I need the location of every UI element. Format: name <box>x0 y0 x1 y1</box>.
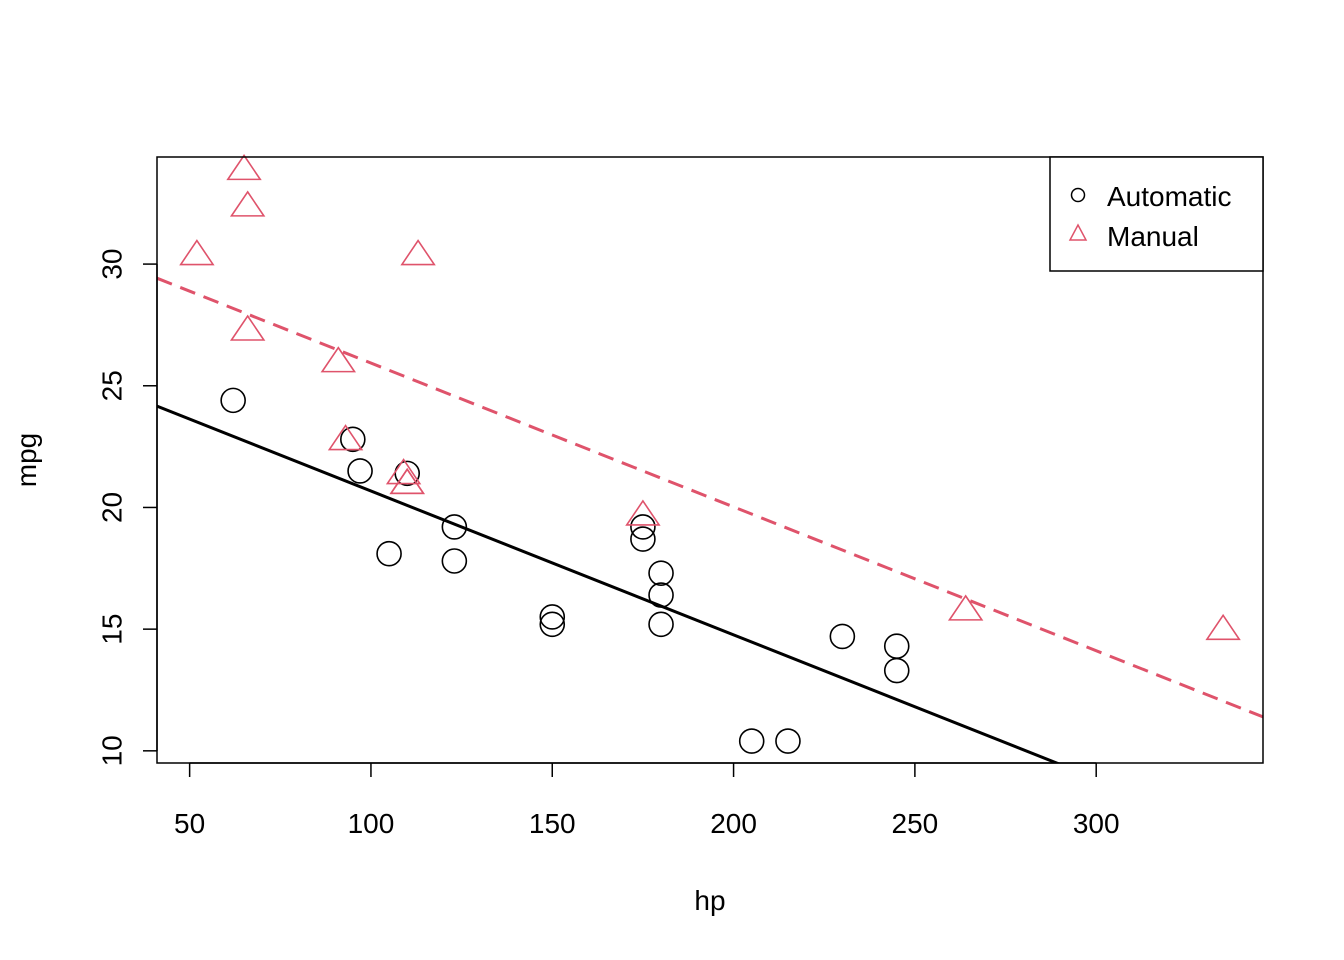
x-tick-label: 50 <box>174 808 205 839</box>
data-point-manual <box>625 499 661 526</box>
y-tick-label: 15 <box>97 614 128 645</box>
data-point-manual <box>385 458 422 485</box>
data-point-manual <box>327 424 364 451</box>
data-point-manual <box>229 190 266 217</box>
data-point-automatic <box>441 514 468 540</box>
data-point-automatic <box>648 611 674 638</box>
data-point-automatic <box>539 604 566 630</box>
x-axis: 50 100 150 200 250 300 <box>174 762 1120 839</box>
y-axis: 10 15 20 25 30 <box>97 249 158 766</box>
data-point-automatic <box>340 426 366 453</box>
legend-manual-marker <box>1068 223 1088 241</box>
legend-box <box>1049 156 1264 272</box>
data-point-automatic <box>630 514 656 540</box>
x-axis-label: hp <box>694 885 725 916</box>
data-point-automatic <box>775 728 801 754</box>
y-tick-label: 25 <box>97 370 128 401</box>
x-tick-label: 300 <box>1073 808 1120 839</box>
legend-automatic-label: Automatic <box>1107 181 1232 212</box>
data-point-manual <box>179 239 215 266</box>
y-tick-label: 30 <box>97 249 128 280</box>
data-point-manual <box>229 314 266 341</box>
data-point-automatic <box>376 540 402 567</box>
plot-layer <box>157 153 1263 763</box>
y-tick-label: 20 <box>97 492 128 523</box>
series-manual <box>179 153 1241 641</box>
series-automatic <box>220 387 910 754</box>
y-tick-label: 10 <box>97 735 128 766</box>
x-tick-label: 250 <box>892 808 939 839</box>
legend-automatic-marker <box>1070 187 1086 203</box>
data-point-manual <box>947 594 984 621</box>
x-tick-label: 100 <box>348 808 395 839</box>
data-point-automatic <box>883 633 910 659</box>
data-point-manual <box>320 346 357 373</box>
data-point-automatic <box>738 728 765 754</box>
data-point-manual <box>226 153 262 181</box>
data-point-automatic <box>347 458 373 484</box>
data-point-automatic <box>441 548 468 574</box>
data-point-manual <box>389 467 425 495</box>
data-point-automatic <box>648 560 674 586</box>
legend: Automatic Manual <box>1049 156 1264 272</box>
x-tick-label: 200 <box>710 808 757 839</box>
fit-line-automatic <box>157 404 1061 763</box>
fit-lines <box>157 276 1263 763</box>
data-point-automatic <box>883 657 910 684</box>
data-point-automatic <box>539 611 566 638</box>
data-point-manual <box>1205 613 1241 641</box>
data-point-automatic <box>220 387 246 414</box>
fit-line-manual <box>157 276 1263 719</box>
y-axis-label: mpg <box>11 433 42 487</box>
legend-manual-label: Manual <box>1107 221 1199 252</box>
data-point-automatic <box>829 623 856 650</box>
data-point-manual <box>400 239 436 266</box>
x-tick-label: 150 <box>529 808 576 839</box>
data-point-automatic <box>630 526 656 552</box>
data-point-automatic <box>648 582 674 608</box>
